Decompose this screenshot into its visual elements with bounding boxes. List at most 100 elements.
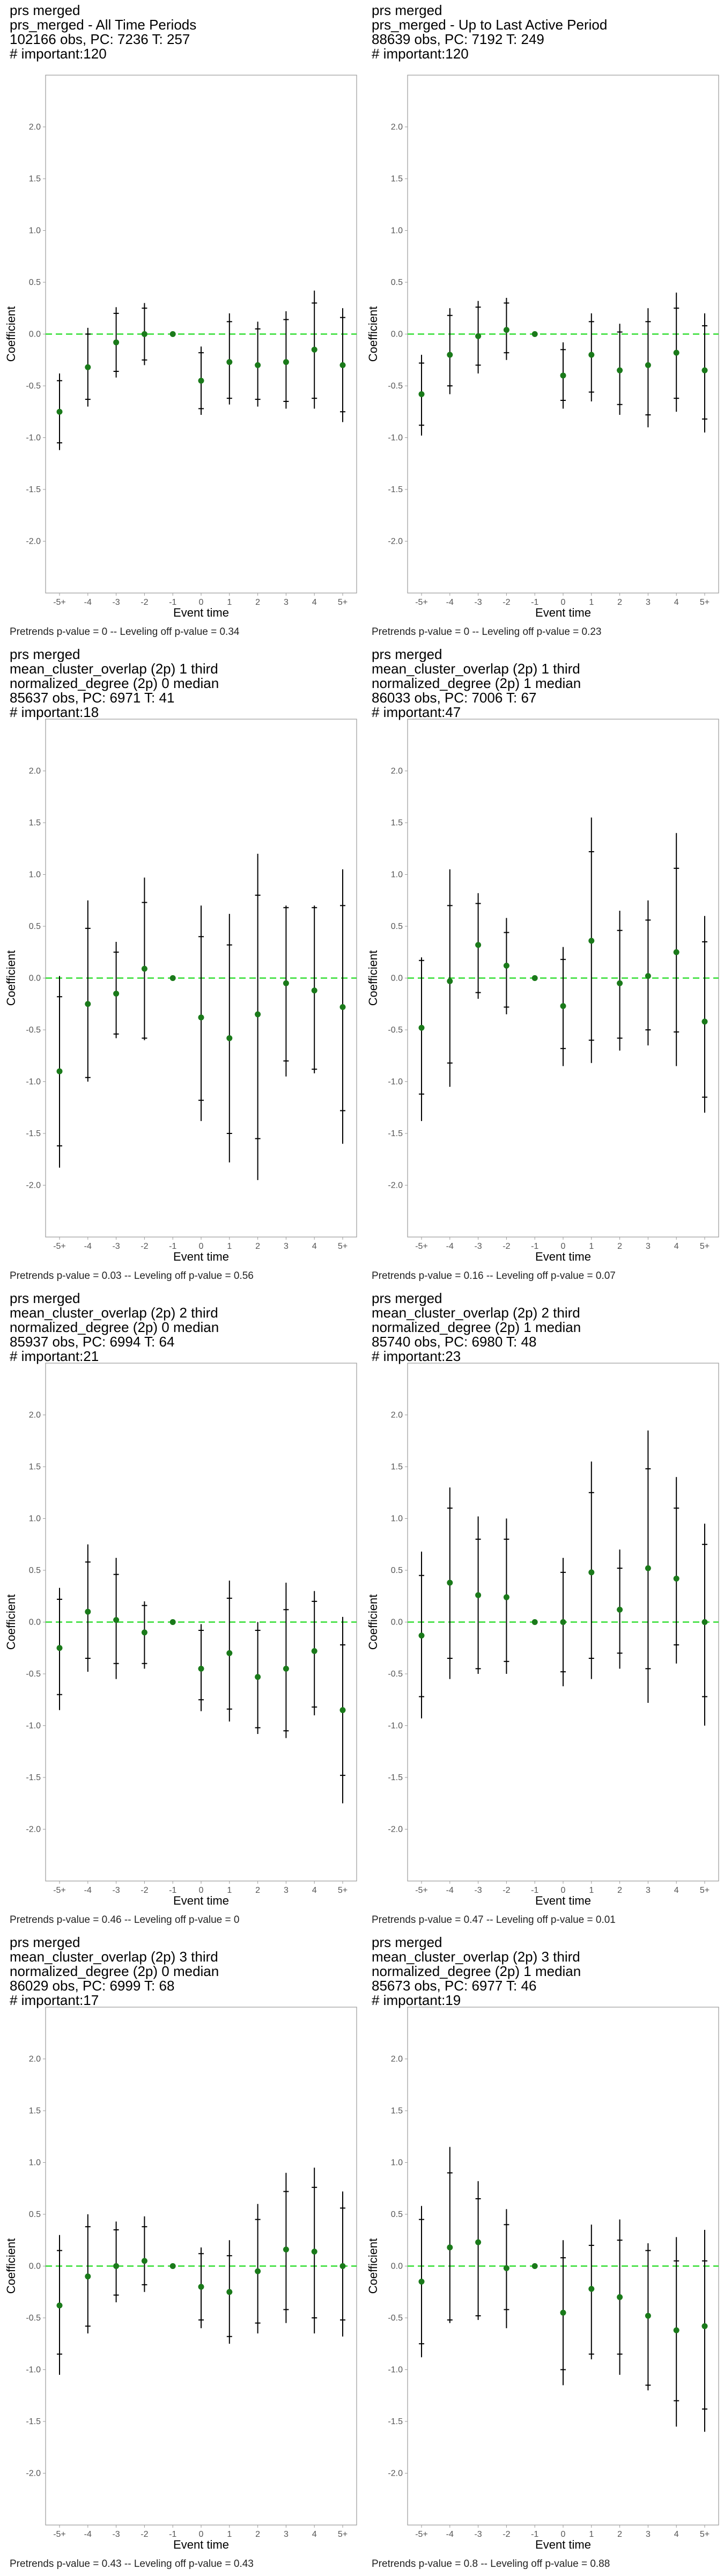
coefficient-dot <box>169 2263 176 2269</box>
coefficient-dot <box>255 1674 261 1680</box>
x-tick-label: -5+ <box>53 598 66 607</box>
y-tick-label: 0.5 <box>391 922 403 931</box>
x-tick-label: -5+ <box>415 2530 428 2539</box>
chart-title-line: 85673 obs, PC: 6977 T: 46 <box>372 1978 537 1994</box>
pvalue-caption: Pretrends p-value = 0.03 -- Leveling off… <box>10 1270 254 1282</box>
x-tick-label: 1 <box>589 1242 594 1251</box>
coefficient-dot <box>531 2263 538 2269</box>
coefficient-dot <box>701 367 708 374</box>
y-tick-label: -2.0 <box>26 1825 41 1834</box>
y-tick-label: -0.5 <box>388 2314 403 2323</box>
coefficient-dot <box>503 2265 509 2271</box>
coefficient-point--3 <box>475 1516 482 1674</box>
coefficient-dot <box>588 938 595 944</box>
coefficient-point--1 <box>169 1619 176 1625</box>
coefficient-dot <box>531 1619 538 1625</box>
y-tick-label: -1.0 <box>388 2366 403 2375</box>
x-tick-label: -2 <box>141 1886 148 1895</box>
coefficient-dot <box>418 1024 425 1031</box>
coefficient-point--2 <box>141 2216 147 2292</box>
y-axis-label: Coefficient <box>4 306 18 362</box>
coefficient-dot <box>701 2323 708 2329</box>
coefficient-dot <box>645 2312 651 2319</box>
coefficient-point-5+ <box>701 1524 708 1726</box>
x-tick-label: -3 <box>112 598 120 607</box>
chart-title-line: mean_cluster_overlap (2p) 3 third <box>10 1949 218 1965</box>
x-tick-label: 4 <box>674 1886 679 1895</box>
x-tick-label: -3 <box>474 1886 482 1895</box>
x-tick-label: 4 <box>312 1886 317 1895</box>
chart-title-line: 88639 obs, PC: 7192 T: 249 <box>372 31 544 47</box>
x-tick-label: -1 <box>169 2530 176 2539</box>
coefficient-dot <box>198 377 204 384</box>
coefficient-dot <box>85 1001 91 1007</box>
x-tick-label: -2 <box>141 598 148 607</box>
coefficient-point--5+ <box>418 2206 425 2358</box>
coefficient-dot <box>255 2268 261 2274</box>
coefficient-point-0 <box>560 2240 566 2385</box>
x-tick-label: 4 <box>674 2530 679 2539</box>
y-tick-label: 1.0 <box>391 870 403 880</box>
chart-title-line: # important:47 <box>372 704 461 720</box>
x-tick-label: 3 <box>646 598 651 607</box>
y-tick-label: 2.0 <box>29 1411 41 1420</box>
y-tick-label: 1.0 <box>391 226 403 236</box>
y-tick-label: 1.5 <box>391 818 403 828</box>
coefficient-dot <box>339 1004 346 1011</box>
coefficient-dot <box>113 2263 120 2269</box>
coefficient-dot <box>198 1014 204 1021</box>
coefficient-dot <box>673 949 679 955</box>
coefficient-point--1 <box>169 331 176 337</box>
pvalue-caption: Pretrends p-value = 0.46 -- Leveling off… <box>10 1914 240 1926</box>
coefficient-point-2 <box>617 1549 623 1669</box>
y-tick-label: 1.5 <box>391 2106 403 2116</box>
y-tick-label: -0.5 <box>26 1026 41 1035</box>
coefficient-dot <box>617 2294 623 2300</box>
y-tick-label: 2.0 <box>391 767 403 776</box>
coefficient-dot <box>255 1011 261 1018</box>
x-tick-label: -1 <box>531 598 538 607</box>
chart-title-line: normalized_degree (2p) 0 median <box>10 675 219 691</box>
coefficient-point-1 <box>226 313 233 405</box>
coefficient-dot <box>645 362 651 368</box>
y-tick-label: -1.5 <box>26 1773 41 1782</box>
x-tick-label: 0 <box>561 2530 566 2539</box>
chart-plot: -2.0 -1.5 -1.0 -0.5 0.0 0.5 1.0 1.5 2.0 -5+ -4 -3 -2… <box>4 1363 357 1907</box>
y-tick-label: 2.0 <box>29 2055 41 2064</box>
y-tick-label: 0.0 <box>29 974 41 983</box>
chart-title-line: mean_cluster_overlap (2p) 1 third <box>372 661 580 677</box>
coefficient-point--3 <box>113 941 120 1038</box>
y-tick-label: 1.5 <box>29 1462 41 1472</box>
coefficient-point-2 <box>617 911 623 1051</box>
x-tick-label: 2 <box>255 1886 260 1895</box>
coefficient-point-5+ <box>701 916 708 1113</box>
coefficient-point-3 <box>645 1430 651 1703</box>
coefficient-point-5+ <box>339 2191 346 2337</box>
coefficient-point-4 <box>311 1591 317 1716</box>
coefficient-dot <box>85 364 91 370</box>
coefficient-dot <box>673 1575 679 1582</box>
chart-panel: prs merged mean_cluster_overlap (2p) 3 th… <box>362 1932 724 2576</box>
y-tick-label: -0.5 <box>26 1670 41 1679</box>
x-tick-label: 4 <box>312 598 317 607</box>
x-tick-label: -5+ <box>415 598 428 607</box>
coefficient-point-1 <box>226 2240 233 2344</box>
chart-title: prs merged mean_cluster_overlap (2p) 2 th… <box>10 1291 219 1364</box>
y-tick-label: 1.0 <box>391 2158 403 2168</box>
coefficient-point-4 <box>311 905 317 1074</box>
coefficient-dot <box>56 408 63 415</box>
coefficient-point--5+ <box>56 976 63 1168</box>
coefficient-point-0 <box>560 342 566 409</box>
coefficient-dot <box>588 352 595 358</box>
y-tick-label: 2.0 <box>29 767 41 776</box>
x-tick-label: 0 <box>199 598 204 607</box>
y-tick-label: 1.5 <box>29 818 41 828</box>
chart-plot: -2.0 -1.5 -1.0 -0.5 0.0 0.5 1.0 1.5 2.0 -5+ -4 -3 -2… <box>366 1363 719 1907</box>
y-tick-label: -1.5 <box>26 485 41 494</box>
x-tick-label: 0 <box>561 598 566 607</box>
x-tick-label: 3 <box>284 1886 289 1895</box>
coefficient-point--5+ <box>56 1587 63 1710</box>
chart-title-line: prs merged <box>10 646 80 662</box>
coefficient-point--4 <box>85 900 91 1082</box>
